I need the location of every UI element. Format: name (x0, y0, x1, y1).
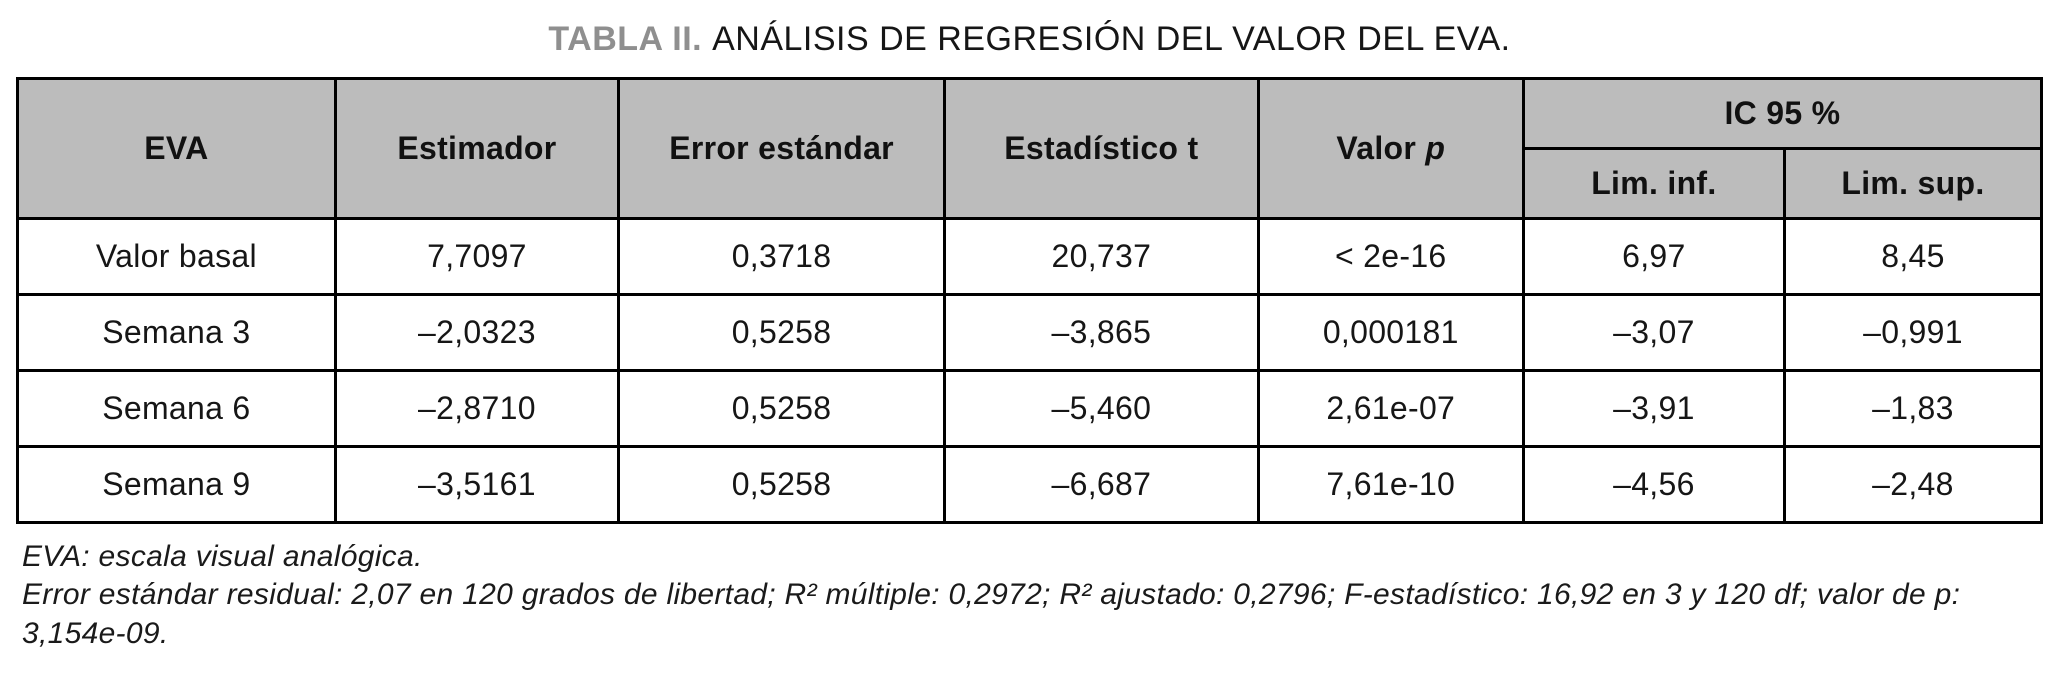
header-row-sub: Lim. inf. Lim. sup. (18, 147, 2044, 220)
cell-valor-p: < 2e-16 (1256, 217, 1525, 296)
table-body: Valor basal 7,7097 0,3718 20,737 < 2e-16… (16, 217, 2044, 524)
header-valor-p: Valor p (1256, 77, 1525, 220)
cell-error-estandar: 0,3718 (617, 217, 946, 296)
header-eva: EVA (16, 77, 337, 220)
cell-estimador: –2,8710 (333, 369, 621, 448)
cell-estadistico-t: –6,687 (942, 445, 1260, 524)
table-header: EVA Estimador Error estándar Estadístico… (16, 77, 2044, 220)
table-title-text: ANÁLISIS DE REGRESIÓN DEL VALOR DEL EVA. (712, 20, 1511, 58)
table-footnotes: EVA: escala visual analógica. Error está… (22, 538, 2032, 653)
cell-estimador: 7,7097 (333, 217, 621, 296)
header-ic95-group: IC 95 % (1521, 77, 2044, 150)
cell-lim-inf: –3,07 (1521, 293, 1786, 372)
header-error-estandar: Error estándar (617, 77, 946, 220)
header-estimador: Estimador (333, 77, 621, 220)
table-row: Valor basal 7,7097 0,3718 20,737 < 2e-16… (16, 217, 2044, 296)
header-lim-sup: Lim. sup. (1782, 147, 2044, 220)
cell-valor-p: 7,61e-10 (1256, 445, 1525, 524)
cell-error-estandar: 0,5258 (617, 293, 946, 372)
table-row: Semana 9 –3,5161 0,5258 –6,687 7,61e-10 … (16, 445, 2044, 524)
cell-estadistico-t: 20,737 (942, 217, 1260, 296)
header-valor-p-symbol: p (1425, 130, 1446, 166)
header-valor-p-prefix: Valor (1336, 130, 1417, 166)
cell-estimador: –3,5161 (333, 445, 621, 524)
cell-lim-inf: –3,91 (1521, 369, 1786, 448)
header-row-main: EVA Estimador Error estándar Estadístico… (16, 77, 2044, 220)
cell-eva: Semana 6 (16, 369, 337, 448)
cell-estadistico-t: –3,865 (942, 293, 1260, 372)
header-estadistico-t: Estadístico t (942, 77, 1260, 220)
table-title: TABLA II. ANÁLISIS DE REGRESIÓN DEL VALOR… (16, 20, 2043, 59)
table-row: Semana 6 –2,8710 0,5258 –5,460 2,61e-07 … (16, 369, 2044, 448)
cell-lim-sup: –2,48 (1782, 445, 2044, 524)
cell-estadistico-t: –5,460 (942, 369, 1260, 448)
footnote-statistics: Error estándar residual: 2,07 en 120 gra… (22, 578, 1961, 650)
cell-lim-inf: 6,97 (1521, 217, 1786, 296)
cell-lim-sup: –0,991 (1782, 293, 2044, 372)
cell-estimador: –2,0323 (333, 293, 621, 372)
cell-lim-inf: –4,56 (1521, 445, 1786, 524)
table-title-label: TABLA II. (548, 20, 703, 58)
cell-lim-sup: 8,45 (1782, 217, 2044, 296)
cell-eva: Semana 3 (16, 293, 337, 372)
regression-table: EVA Estimador Error estándar Estadístico… (16, 77, 2044, 524)
cell-error-estandar: 0,5258 (617, 369, 946, 448)
table-row: Semana 3 –2,0323 0,5258 –3,865 0,000181 … (16, 293, 2044, 372)
cell-eva: Semana 9 (16, 445, 337, 524)
cell-eva: Valor basal (16, 217, 337, 296)
footnote-abbreviation: EVA: escala visual analógica. (22, 540, 423, 573)
cell-lim-sup: –1,83 (1782, 369, 2044, 448)
cell-valor-p: 0,000181 (1256, 293, 1525, 372)
cell-valor-p: 2,61e-07 (1256, 369, 1525, 448)
cell-error-estandar: 0,5258 (617, 445, 946, 524)
header-lim-inf: Lim. inf. (1521, 147, 1786, 220)
